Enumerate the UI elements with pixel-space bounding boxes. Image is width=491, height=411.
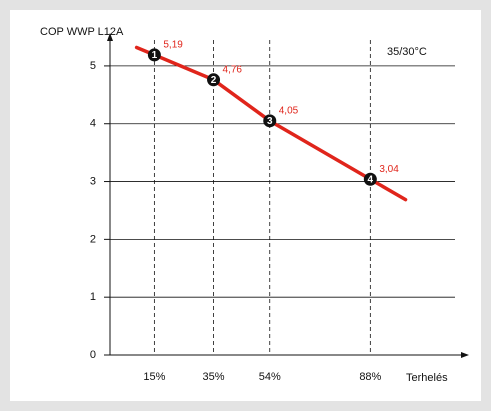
y-tick-label: 0 — [90, 349, 96, 361]
point-number: 4 — [368, 174, 374, 185]
y-tick-label: 2 — [90, 233, 96, 245]
x-tick-label: 54% — [259, 371, 281, 383]
point-number: 3 — [267, 116, 273, 127]
x-tick-label: 15% — [143, 371, 165, 383]
y-tick-label: 1 — [90, 291, 96, 303]
point-marker — [363, 172, 377, 186]
y-axis-arrow — [107, 33, 113, 41]
y-tick-label: 5 — [90, 60, 96, 72]
value-label: 3,04 — [379, 164, 399, 175]
chart-title: COP WWP L12A — [40, 26, 124, 38]
x-axis-arrow — [461, 352, 469, 358]
value-label: 4,05 — [279, 105, 299, 116]
point-marker — [207, 73, 221, 87]
y-tick-label: 4 — [90, 118, 96, 130]
series-line — [153, 53, 372, 181]
value-label: 5,19 — [163, 40, 183, 51]
annotation: 35/30°C — [387, 46, 427, 58]
value-label: 4,76 — [223, 64, 243, 75]
x-tick-label: 88% — [359, 371, 381, 383]
point-marker — [263, 114, 277, 128]
curve-extension — [368, 177, 408, 202]
x-axis-label: Terhelés — [406, 372, 448, 384]
x-tick-label: 35% — [203, 371, 225, 383]
point-number: 2 — [211, 75, 217, 86]
chart: COP WWP L12A 35/30°C Terhelés 0 1 2 3 4 5 15% 3… — [10, 10, 481, 401]
point-number: 1 — [152, 50, 158, 61]
y-tick-label: 3 — [90, 175, 96, 187]
point-marker — [147, 48, 161, 62]
